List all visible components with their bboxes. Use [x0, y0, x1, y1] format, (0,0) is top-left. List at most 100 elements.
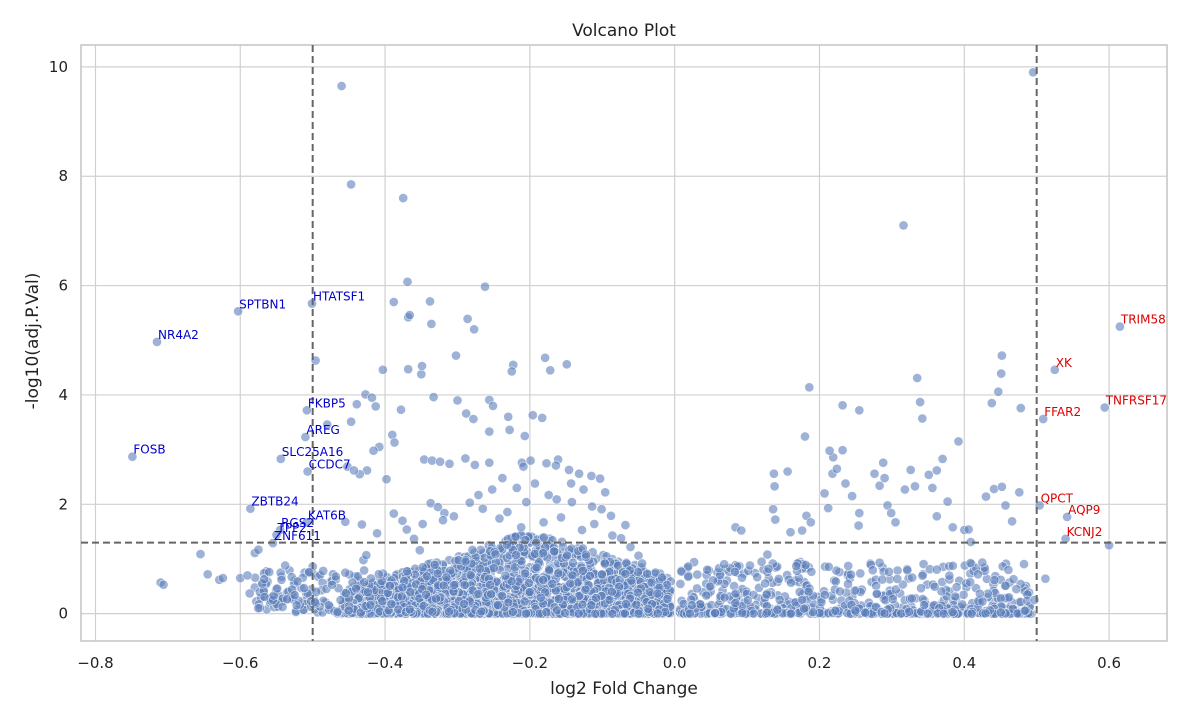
data-point	[425, 296, 435, 307]
data-point	[361, 550, 372, 561]
data-point	[1008, 574, 1019, 585]
y-tick-label: 6	[58, 277, 68, 295]
data-point	[381, 474, 392, 485]
data-point	[730, 566, 740, 577]
data-point	[996, 368, 1007, 379]
data-point	[494, 513, 505, 524]
data-point	[577, 525, 587, 535]
data-point	[543, 490, 554, 500]
data-point	[291, 600, 302, 611]
data-point	[301, 517, 312, 528]
data-point	[516, 522, 527, 533]
data-point	[607, 530, 618, 541]
data-point	[843, 579, 853, 589]
gene-label-fkbp5: FKBP5	[308, 396, 346, 410]
data-point	[492, 600, 503, 610]
data-point	[427, 606, 438, 617]
data-point	[547, 578, 558, 589]
data-point	[551, 460, 561, 471]
data-point	[736, 525, 747, 536]
data-point	[245, 503, 256, 514]
data-point	[1019, 605, 1030, 616]
data-point	[905, 464, 916, 475]
data-point	[942, 496, 953, 507]
data-point	[460, 453, 471, 464]
data-point	[745, 560, 755, 571]
data-point	[299, 583, 309, 593]
gene-label-areg: AREG	[306, 423, 339, 437]
gene-label-htatsf1: HTATSF1	[313, 290, 365, 304]
data-point	[527, 410, 538, 421]
data-point	[581, 549, 591, 560]
data-point	[444, 458, 455, 469]
data-point	[521, 608, 531, 619]
data-point	[652, 588, 663, 599]
gene-label-xk: XK	[1056, 356, 1073, 370]
data-point	[441, 572, 452, 583]
data-point	[264, 567, 275, 577]
data-point	[311, 586, 322, 597]
data-point	[127, 451, 138, 462]
data-point	[346, 416, 356, 427]
data-point	[544, 565, 554, 576]
data-point	[414, 545, 425, 556]
data-point	[506, 366, 517, 377]
data-point	[737, 572, 747, 583]
data-point	[1007, 516, 1017, 527]
gene-label-kat6b: KAT6B	[308, 508, 346, 522]
data-point	[763, 563, 774, 574]
data-point	[348, 465, 359, 476]
gene-label-zbtb24: ZBTB24	[251, 495, 298, 509]
data-point	[607, 608, 618, 619]
y-tick-label: 8	[58, 167, 68, 185]
data-point	[469, 459, 480, 470]
data-point	[760, 578, 770, 589]
data-point	[719, 592, 730, 603]
data-point	[540, 352, 550, 363]
data-point	[676, 566, 687, 577]
data-point	[804, 382, 815, 393]
data-point	[275, 453, 286, 464]
gene-label-trim58: TRIM58	[1120, 313, 1166, 327]
data-point	[625, 542, 636, 552]
data-point	[907, 593, 917, 604]
data-point	[459, 580, 470, 590]
data-point	[830, 576, 841, 587]
data-point	[843, 561, 854, 571]
data-point	[535, 592, 546, 603]
grid-lines	[81, 45, 1167, 641]
data-point	[384, 580, 395, 591]
data-point	[372, 528, 382, 539]
data-point	[840, 478, 851, 489]
data-point	[404, 310, 415, 320]
data-point	[158, 579, 169, 590]
data-point	[997, 481, 1007, 492]
data-point	[217, 573, 228, 583]
data-point	[805, 517, 816, 528]
x-tick-label: 0.4	[952, 654, 976, 672]
data-point	[770, 514, 781, 525]
data-point	[1115, 321, 1125, 332]
data-point	[1029, 595, 1040, 605]
data-point	[363, 587, 373, 598]
data-point	[595, 473, 605, 484]
data-point	[556, 512, 566, 523]
data-point	[587, 501, 597, 512]
data-point	[606, 586, 617, 597]
plot-border	[80, 44, 1168, 642]
data-point	[388, 508, 399, 519]
data-point	[878, 457, 889, 468]
data-point	[854, 508, 865, 518]
data-point	[497, 473, 508, 483]
data-point	[1000, 500, 1011, 511]
data-point	[564, 464, 574, 475]
gene-label-slc25a16: SLC25A16	[282, 445, 343, 459]
data-point	[692, 569, 703, 580]
data-point	[773, 574, 784, 584]
data-point	[980, 608, 991, 619]
data-point	[1014, 487, 1025, 498]
y-tick-label: 4	[58, 386, 68, 404]
data-point	[289, 590, 300, 600]
data-point	[931, 465, 942, 476]
data-point	[356, 519, 367, 530]
